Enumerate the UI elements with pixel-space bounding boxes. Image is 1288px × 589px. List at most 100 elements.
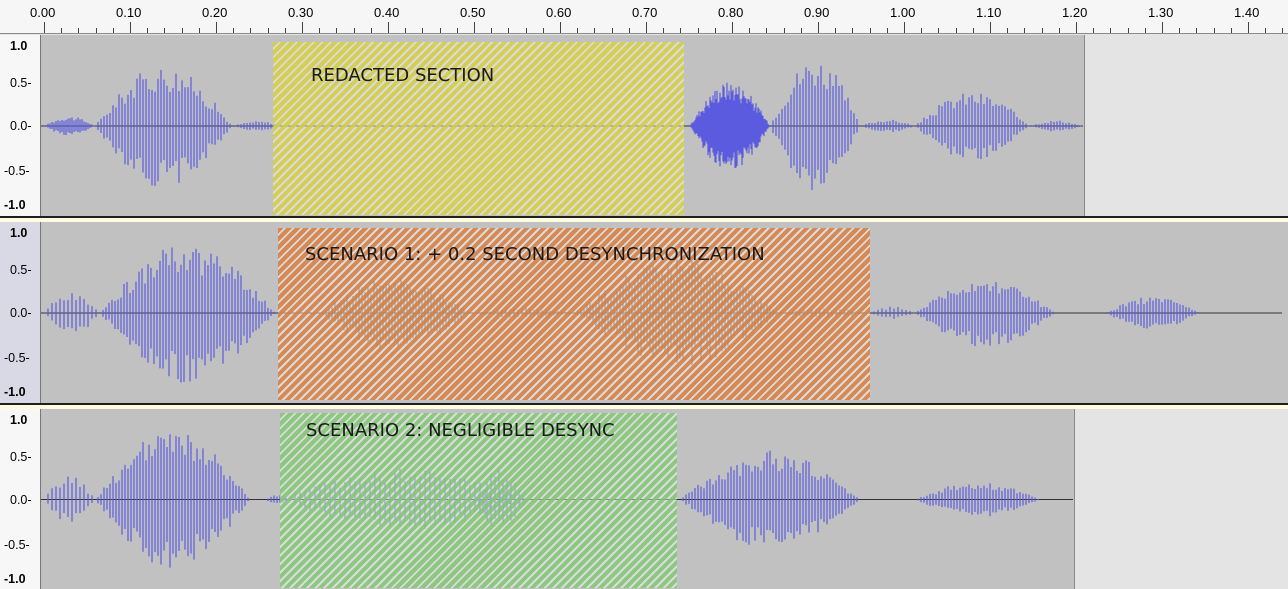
ruler-minor-tick [800,28,802,33]
ruler-minor-tick [181,28,183,33]
ruler-minor-tick [1230,28,1232,33]
ruler-major-tick [990,22,991,33]
ruler-label: 1.10 [976,5,1002,20]
ruler-minor-tick [405,28,407,33]
ruler-minor-tick [628,28,630,33]
ruler-minor-tick [112,28,114,33]
track-separator [0,216,1288,218]
vertical-scale: 1.0 0.5- 0.0- -0.5- -1.0 [0,35,41,216]
ruler-major-tick [302,22,303,33]
track-empty-area[interactable] [1084,35,1288,216]
ruler-minor-tick [697,28,699,33]
ruler-label: 1.20 [1062,5,1088,20]
ruler-major-tick [388,22,389,33]
ruler-minor-tick [525,28,527,33]
waveform [41,65,1083,190]
y-label-half: 0.5- [10,76,32,90]
ruler-minor-tick [766,28,768,33]
ruler-minor-tick [886,28,888,33]
ruler-major-tick [474,22,475,33]
scenario-2-label: SCENARIO 2: NEGLIGIBLE DESYNC [306,420,615,441]
ruler-minor-tick [284,28,286,33]
scenario-1-label: SCENARIO 1: + 0.2 SECOND DESYNCHRONIZATI… [305,244,765,265]
timeline-ruler[interactable]: 0.00 0.10 0.20 0.30 0.40 0.50 0.60 0.70 0.80 0.90… [0,0,1288,34]
ruler-minor-tick [1007,28,1009,33]
y-label-neg-half: -0.5- [4,351,30,365]
ruler-major-tick [646,22,647,33]
ruler-label: 0.50 [460,5,486,20]
audio-track-scenario-2[interactable]: 1.0 0.5- 0.0- -0.5- -1.0 SCENARIO 2: NEG… [0,409,1288,589]
ruler-major-tick [130,22,131,33]
y-label-min: -1.0 [4,572,26,586]
ruler-label: 0.70 [632,5,658,20]
ruler-minor-tick [1179,28,1181,33]
ruler-major-tick [1248,22,1249,33]
ruler-minor-tick [714,28,716,33]
ruler-major-tick [1162,22,1163,33]
ruler-minor-tick [663,28,665,33]
ruler-minor-tick [611,28,613,33]
ruler-minor-tick [233,28,235,33]
ruler-label: 1.40 [1234,5,1260,20]
ruler-minor-tick [972,28,974,33]
ruler-minor-tick [1058,28,1060,33]
y-label-zero: 0.0- [10,119,32,133]
y-label-half: 0.5- [10,450,32,464]
ruler-label: 1.00 [890,5,916,20]
audio-track-original[interactable]: 1.0 0.5- 0.0- -0.5- -1.0 REDACTED SECTIO… [0,35,1288,216]
redacted-section-overlay [273,42,684,215]
ruler-label: 0.10 [116,5,142,20]
ruler-minor-tick [542,28,544,33]
ruler-minor-tick [783,28,785,33]
ruler-minor-tick [594,28,596,33]
ruler-minor-tick [680,28,682,33]
y-label-zero: 0.0- [10,493,32,507]
ruler-minor-tick [61,28,63,33]
y-label-neg-half: -0.5- [4,164,30,178]
ruler-minor-tick [508,28,510,33]
ruler-minor-tick [835,28,837,33]
ruler-minor-tick [250,28,252,33]
audio-track-scenario-1[interactable]: 1.0 0.5- 0.0- -0.5- -1.0 SCENARIO 1: + 0… [0,222,1288,403]
ruler-minor-tick [439,28,441,33]
ruler-major-tick [818,22,819,33]
vertical-scale: 1.0 0.5- 0.0- -0.5- -1.0 [0,409,41,589]
ruler-minor-tick [1041,28,1043,33]
ruler-major-tick [216,22,217,33]
ruler-minor-tick [164,28,166,33]
ruler-minor-tick [198,28,200,33]
ruler-minor-tick [456,28,458,33]
y-label-half: 0.5- [10,263,32,277]
scenario-1-overlay [278,228,870,400]
ruler-minor-tick [1265,28,1267,33]
ruler-minor-tick [422,28,424,33]
ruler-minor-tick [336,28,338,33]
y-label-max: 1.0 [10,413,28,427]
ruler-label: 0.30 [288,5,314,20]
ruler-label: 0.20 [202,5,228,20]
vertical-scale: 1.0 0.5- 0.0- -0.5- -1.0 [0,222,41,403]
ruler-minor-tick [95,28,97,33]
ruler-major-tick [1076,22,1077,33]
y-label-min: -1.0 [4,385,26,399]
ruler-minor-tick [577,28,579,33]
ruler-minor-tick [147,28,149,33]
ruler-minor-tick [319,28,321,33]
ruler-minor-tick [1127,28,1129,33]
ruler-minor-tick [1213,28,1215,33]
ruler-major-tick [904,22,905,33]
ruler-label: 0.60 [546,5,572,20]
ruler-minor-tick [1093,28,1095,33]
y-label-max: 1.0 [10,39,28,53]
scenario-2-overlay [280,413,677,588]
ruler-minor-tick [1110,28,1112,33]
ruler-minor-tick [78,28,80,33]
ruler-minor-tick [267,28,269,33]
track-empty-area[interactable] [1074,409,1288,589]
ruler-minor-tick [749,28,751,33]
ruler-minor-tick [852,28,854,33]
y-label-neg-half: -0.5- [4,538,30,552]
y-label-min: -1.0 [4,198,26,212]
y-label-zero: 0.0- [10,306,32,320]
track-separator-highlight [0,405,1288,409]
